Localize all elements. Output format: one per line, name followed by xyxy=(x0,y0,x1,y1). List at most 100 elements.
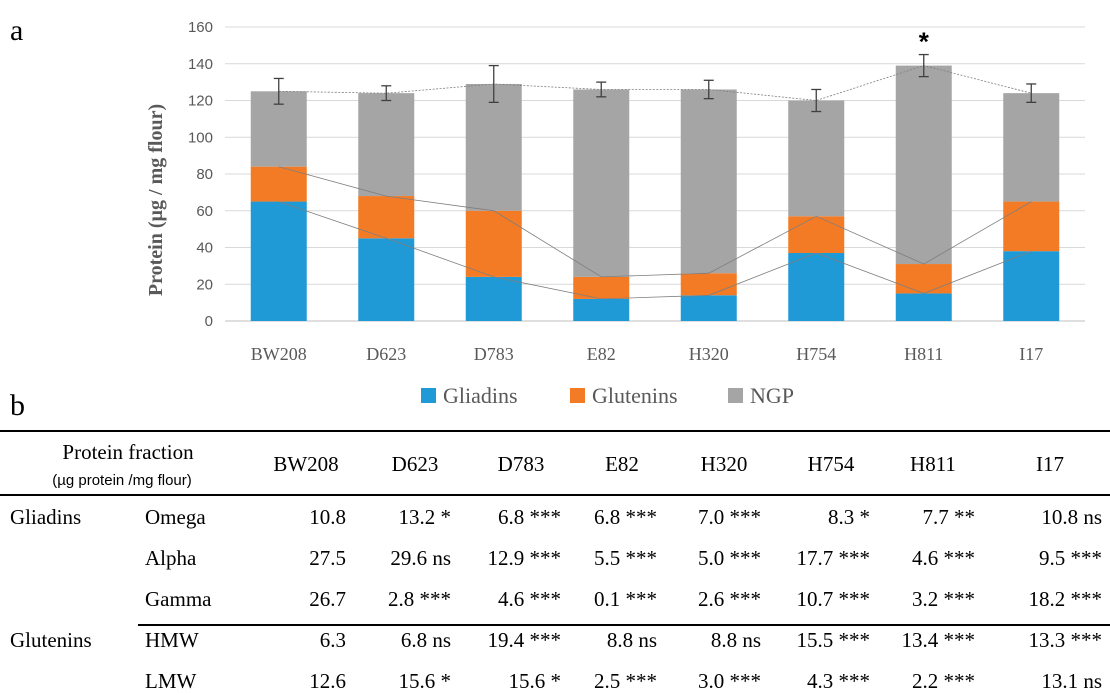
legend-swatch-gliadins xyxy=(421,388,436,403)
bar-gliadins-h754 xyxy=(788,253,845,321)
row-fraction-label: Omega xyxy=(145,505,206,529)
annotations: * xyxy=(919,27,930,57)
header-column: I17 xyxy=(1036,452,1064,476)
table-cell: 18.2 *** xyxy=(1028,587,1103,611)
y-tick-label: 140 xyxy=(188,56,213,73)
header-column: D783 xyxy=(497,452,545,476)
table-cell: 7.7 ** xyxy=(922,505,976,529)
table-cell: 13.3 *** xyxy=(1028,628,1103,652)
bar-glutenins-h320 xyxy=(680,273,737,296)
y-tick-label: 20 xyxy=(196,276,213,293)
table-cell: 2.8 *** xyxy=(388,587,451,611)
table-cell: 6.8 *** xyxy=(594,505,657,529)
table-cell: 2.6 *** xyxy=(698,587,761,611)
y-tick-label: 0 xyxy=(205,313,213,330)
x-tick-label: E82 xyxy=(587,344,616,364)
table-cell: 19.4 *** xyxy=(487,628,562,652)
header-column: E82 xyxy=(605,452,639,476)
table-cell: 13.2 * xyxy=(398,505,452,529)
header-subtitle: (µg protein /mg flour) xyxy=(52,472,192,489)
table-cell: 2.5 *** xyxy=(594,669,657,693)
bar-glutenins-d623 xyxy=(358,196,415,239)
x-axis-ticks: BW208 D623 D783 E82 H320 H754 H811 I17 xyxy=(251,344,1044,364)
header-column: D623 xyxy=(391,452,439,476)
table-cell: 13.1 ns xyxy=(1041,669,1102,693)
bar-gliadins-d623 xyxy=(358,238,415,321)
y-tick-label: 40 xyxy=(196,240,213,257)
y-tick-label: 80 xyxy=(196,166,213,183)
header-rule xyxy=(0,494,1110,496)
x-tick-label: D623 xyxy=(366,344,406,364)
table-cell: 0.1 *** xyxy=(594,587,657,611)
table-cell: 8.8 ns xyxy=(606,628,657,652)
error-bars xyxy=(273,53,1037,113)
x-tick-label: H811 xyxy=(904,344,943,364)
y-axis-label: Protein (µg / mg flour) xyxy=(145,104,167,296)
x-tick-label: H754 xyxy=(796,344,836,364)
table-cell: 10.8 xyxy=(309,505,346,529)
legend-swatch-ngp xyxy=(728,388,743,403)
table-cell: 7.0 *** xyxy=(698,505,761,529)
table-cell: 15.6 * xyxy=(398,669,452,693)
bar-gliadins-d783 xyxy=(465,276,522,321)
panel-a-label: a xyxy=(10,14,23,47)
y-tick-label: 160 xyxy=(188,19,213,36)
connector-lines xyxy=(278,65,1032,300)
legend-label-glutenins: Glutenins xyxy=(592,383,678,408)
header-column: H320 xyxy=(700,452,748,476)
table-cell: 5.0 *** xyxy=(698,546,761,570)
bar-glutenins-h754 xyxy=(788,216,845,254)
group-divider-rule xyxy=(138,624,1110,626)
table-cell: 4.3 *** xyxy=(807,669,870,693)
table-cell: 10.8 ns xyxy=(1041,505,1102,529)
bar-ngp-h754 xyxy=(788,100,845,217)
legend: Gliadins Glutenins NGP xyxy=(421,383,794,408)
table-cell: 6.3 xyxy=(319,628,346,652)
table-cell: 8.8 ns xyxy=(710,628,761,652)
panel-b-label: b xyxy=(10,389,25,422)
table-cell: 6.8 *** xyxy=(498,505,561,529)
header-column: BW208 xyxy=(273,452,339,476)
row-group-label: Glutenins xyxy=(10,628,92,652)
table-cell: 8.3 * xyxy=(828,505,870,529)
table-cell: 4.6 *** xyxy=(912,546,975,570)
stacked-bar-chart: a 0 20 40 60 80 100 120 140 160 BW208 D623 D783 E82… xyxy=(10,14,1085,422)
row-group-label: Gliadins xyxy=(10,505,82,529)
table-cell: 3.0 *** xyxy=(698,669,761,693)
bar-gliadins-bw208 xyxy=(250,201,307,321)
table-cell: 15.6 * xyxy=(508,669,562,693)
row-fraction-label: Gamma xyxy=(145,587,212,611)
bar-glutenins-e82 xyxy=(573,276,630,299)
y-axis-ticks: 0 20 40 60 80 100 120 140 160 xyxy=(188,19,213,330)
significance-star: * xyxy=(919,27,930,57)
table-top-rule xyxy=(0,430,1110,432)
bar-ngp-d623 xyxy=(358,93,415,197)
y-tick-label: 120 xyxy=(188,93,213,110)
connector-line-gliadins xyxy=(278,201,1032,300)
bar-gliadins-h811 xyxy=(895,293,952,321)
table-cell: 2.2 *** xyxy=(912,669,975,693)
bars xyxy=(250,65,1060,321)
table-cell: 6.8 ns xyxy=(400,628,451,652)
x-tick-label: I17 xyxy=(1019,344,1043,364)
bar-ngp-i17 xyxy=(1003,93,1060,202)
bar-gliadins-i17 xyxy=(1003,251,1060,321)
x-tick-label: H320 xyxy=(689,344,729,364)
table-cell: 13.4 *** xyxy=(901,628,976,652)
bar-glutenins-bw208 xyxy=(250,166,307,202)
table-cell: 4.6 *** xyxy=(498,587,561,611)
table-cell: 27.5 xyxy=(309,546,346,570)
row-fraction-label: HMW xyxy=(145,628,199,652)
row-fraction-label: LMW xyxy=(145,669,197,693)
header-column: H811 xyxy=(910,452,956,476)
bar-ngp-d783 xyxy=(465,83,522,211)
table-cell: 12.9 *** xyxy=(487,546,562,570)
gridlines xyxy=(225,26,1085,322)
bar-gliadins-e82 xyxy=(573,298,630,321)
row-fraction-label: Alpha xyxy=(145,546,197,570)
table-cell: 5.5 *** xyxy=(594,546,657,570)
bar-glutenins-h811 xyxy=(895,264,952,294)
table-cell: 3.2 *** xyxy=(912,587,975,611)
table-cell: 10.7 *** xyxy=(796,587,871,611)
x-tick-label: D783 xyxy=(474,344,514,364)
